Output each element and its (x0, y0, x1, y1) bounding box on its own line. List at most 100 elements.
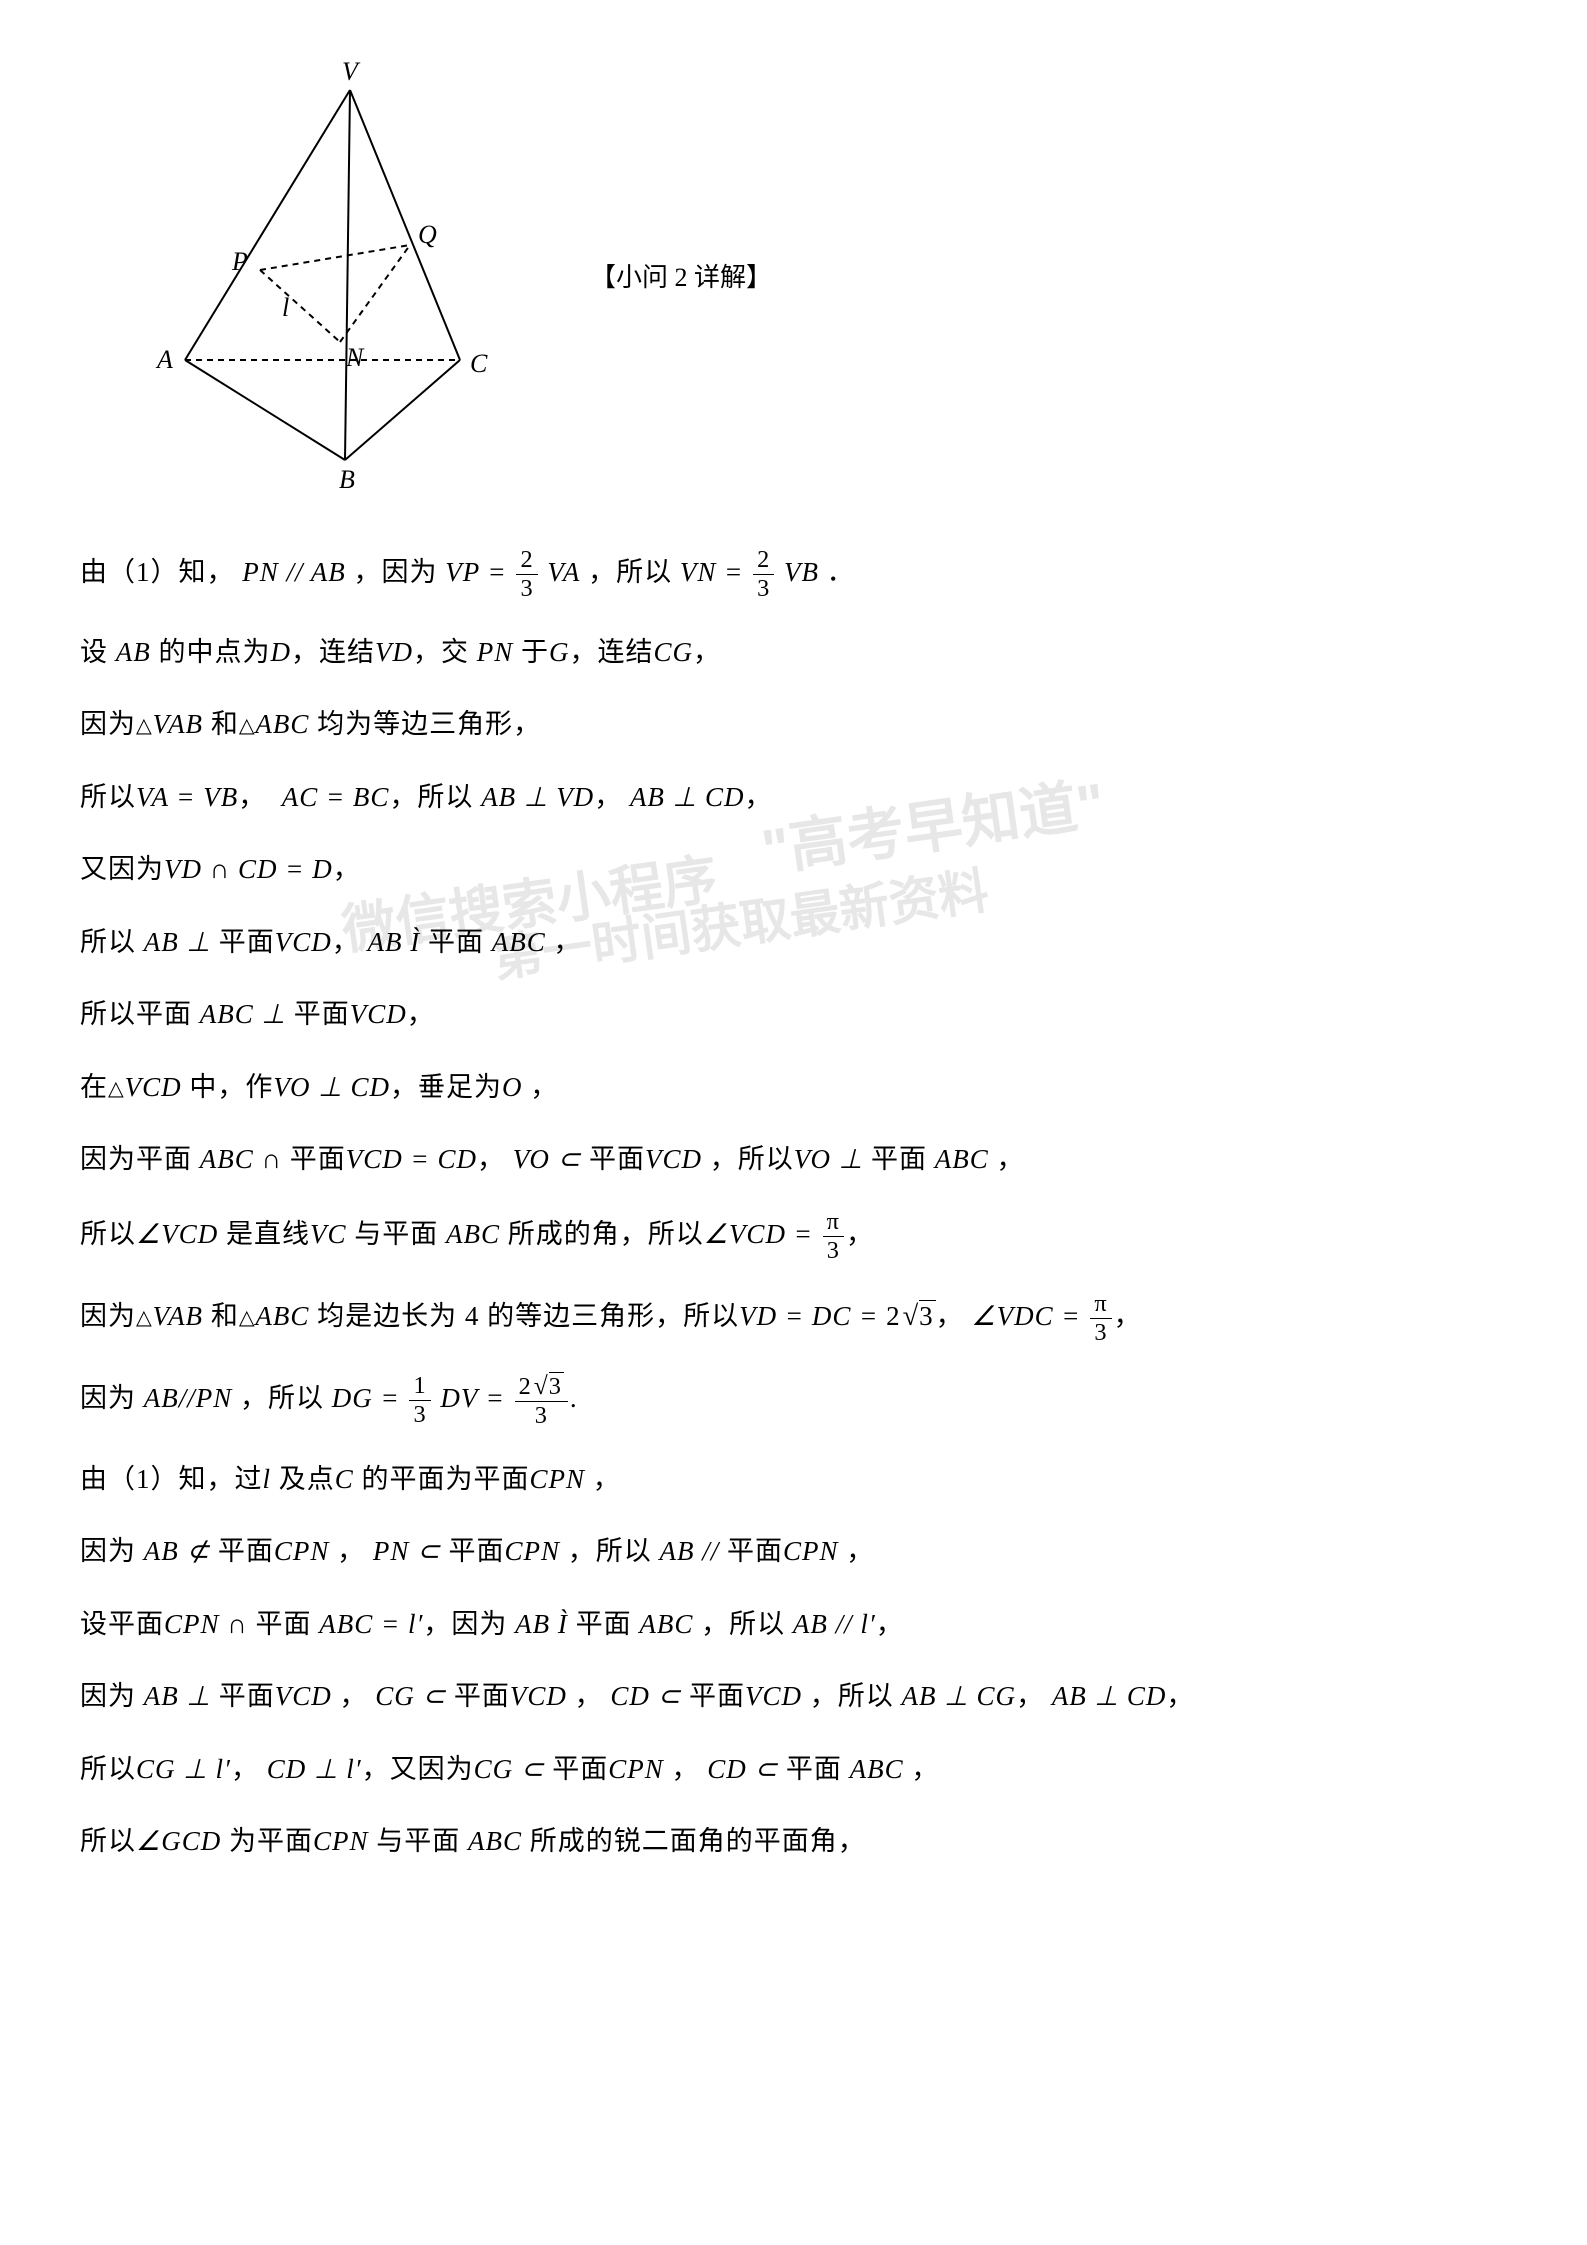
proof-line: 由（1）知，过l 及点C 的平面为平面CPN ， (80, 1457, 1507, 1502)
svg-text:A: A (155, 345, 173, 374)
math: CPN (274, 1536, 330, 1566)
math: CPN (783, 1536, 839, 1566)
text: 是直线 (218, 1219, 310, 1249)
math: ABC ∩ (200, 1144, 282, 1174)
text: ，又因为 (362, 1754, 474, 1784)
proof-line: 又因为VD ∩ CD = D， (80, 847, 1507, 892)
math: ∠VCD (136, 1219, 218, 1249)
svg-text:B: B (339, 465, 355, 490)
math: AB ⊥ CD (1052, 1681, 1167, 1711)
text: 因为 (80, 1536, 144, 1566)
text: ， (332, 927, 360, 957)
text: 均是边长为 4 的等边三角形，所以 (309, 1301, 739, 1331)
text: 和 (203, 709, 239, 739)
math: O (502, 1072, 523, 1102)
proof-line: 所以∠VCD 是直线VC 与平面 ABC 所成的角，所以∠VCD = π3， (80, 1210, 1507, 1264)
text: 所以平面 (80, 999, 200, 1029)
text: ，所以 (693, 1609, 793, 1639)
math: AB ⊥ (144, 1681, 211, 1711)
text: 因为 (80, 1301, 136, 1331)
text: 为平面 (221, 1826, 313, 1856)
math: VP = (445, 557, 514, 587)
fraction: 233 (515, 1373, 568, 1429)
text: ， (693, 637, 721, 667)
text: 因为 (80, 1681, 144, 1711)
text: ， (846, 1219, 874, 1249)
text: ，所以 (389, 782, 481, 812)
math: ABC (850, 1754, 904, 1784)
math: VCD (350, 999, 407, 1029)
denom: 3 (516, 575, 537, 601)
proof-line: 所以CG ⊥ l′， CD ⊥ l′，又因为CG ⊂ 平面CPN ， CD ⊂ … (80, 1747, 1507, 1792)
text: 的平面为平面 (354, 1464, 530, 1494)
text: ，交 (413, 637, 477, 667)
math: CPN (530, 1464, 586, 1494)
tetrahedron-diagram: VABCPQNl (130, 60, 530, 490)
text: 因为 (80, 1383, 144, 1413)
math: CD ⊥ l′ (267, 1754, 362, 1784)
text: 及点 (271, 1464, 335, 1494)
math: G (549, 637, 570, 667)
math: PN (477, 637, 514, 667)
svg-text:Q: Q (418, 220, 437, 249)
math: AB ⊄ (144, 1536, 210, 1566)
math: VO ⊂ (513, 1144, 582, 1174)
text: ． (827, 557, 855, 587)
math: C (335, 1464, 354, 1494)
text: 由（1）知，过 (80, 1464, 263, 1494)
text: ， (1166, 1681, 1194, 1711)
text: 在 (80, 1072, 108, 1102)
text: 平面 (446, 1681, 510, 1711)
math: VCD (275, 927, 332, 957)
math: ABC (639, 1609, 693, 1639)
radicand: 3 (549, 1372, 564, 1400)
math: AC = BC (282, 782, 390, 812)
fraction: π3 (823, 1210, 844, 1264)
text: ， (1114, 1301, 1142, 1331)
math: AB ⊥ (144, 927, 211, 957)
text: 因为 (80, 709, 136, 739)
math: ABC (255, 1301, 309, 1331)
text: 所以 (80, 782, 136, 812)
text: ， (1016, 1681, 1044, 1711)
text: 所成的锐二面角的平面角， (522, 1826, 866, 1856)
text: 所以 (80, 1826, 136, 1856)
svg-text:l: l (282, 293, 289, 322)
math: VO ⊥ CD (273, 1072, 390, 1102)
svg-text:N: N (345, 343, 365, 372)
text: 所成的角，所以 (500, 1219, 704, 1249)
math: ABC (468, 1826, 522, 1856)
denom: 3 (1090, 1319, 1111, 1345)
text: 与平面 (368, 1826, 468, 1856)
text: ，所以 (588, 557, 672, 587)
text: 平面 (778, 1754, 850, 1784)
text: 平面 (420, 927, 492, 957)
math: CG ⊂ (375, 1681, 446, 1711)
math: VD ∩ CD = D (164, 854, 333, 884)
text: ， (989, 1144, 1025, 1174)
text: 由（1）知， (80, 557, 235, 587)
triangle-icon: △ (239, 715, 256, 737)
text: ， (333, 854, 361, 884)
math: VCD (125, 1072, 182, 1102)
math: CPN (608, 1754, 664, 1784)
text: 所以 (80, 1219, 136, 1249)
math: VCD (645, 1144, 702, 1174)
text: ，连结 (291, 637, 375, 667)
math: VD = DC = (739, 1301, 886, 1331)
math: ∠GCD (136, 1826, 221, 1856)
text: 均为等边三角形， (309, 709, 541, 739)
math: AB Ì (368, 927, 421, 957)
proof-line: 所以平面 ABC ⊥ 平面VCD， (80, 992, 1507, 1037)
text: ， (876, 1609, 904, 1639)
text: ， (904, 1754, 940, 1784)
svg-text:V: V (342, 60, 361, 86)
math: VCD (275, 1681, 332, 1711)
math: VA = VB (136, 782, 238, 812)
text: 又因为 (80, 854, 164, 884)
math: VAB (153, 1301, 203, 1331)
text: 平面 (545, 1754, 609, 1784)
text: 所以 (80, 1754, 136, 1784)
math: VO ⊥ (794, 1144, 863, 1174)
text: ，所以 (802, 1681, 902, 1711)
